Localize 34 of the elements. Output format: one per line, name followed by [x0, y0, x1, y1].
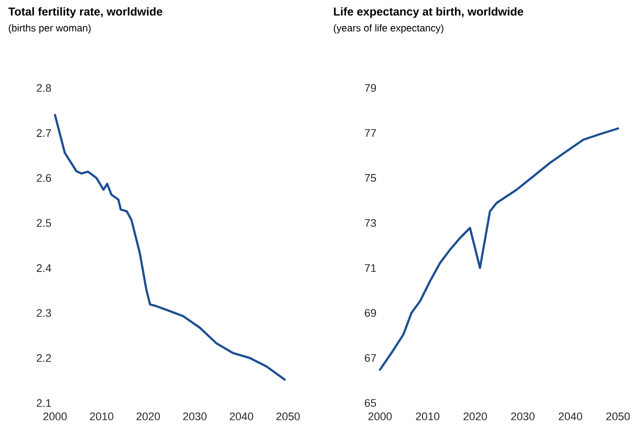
y-tick-label: 73	[364, 219, 376, 227]
y-tick-label: 2.5	[36, 219, 52, 227]
chart-subtitle: (years of life expectancy)	[334, 24, 444, 34]
y-tick-label: 77	[364, 129, 376, 137]
line-series	[54, 114, 286, 381]
chart-title: Life expectancy at birth, worldwide	[334, 7, 524, 18]
x-tick-label: 2050	[276, 412, 300, 420]
chart-subtitle: (births per woman)	[8, 24, 91, 34]
y-tick-label: 2.4	[36, 264, 52, 272]
x-tick-label: 2000	[368, 412, 392, 420]
y-tick-label: 2.8	[36, 84, 52, 92]
y-tick-label: 2.1	[36, 399, 51, 407]
y-tick-label: 79	[364, 84, 376, 92]
x-tick-label: 2050	[606, 412, 630, 420]
y-tick-label: 71	[364, 264, 376, 272]
y-tick-label: 67	[364, 354, 376, 362]
x-tick-label: 2010	[90, 412, 114, 420]
line-series	[378, 127, 620, 371]
y-tick-label: 2.7	[36, 129, 51, 137]
y-tick-label: 2.3	[36, 309, 52, 317]
y-tick-label: 75	[364, 174, 376, 182]
x-tick-label: 2020	[136, 412, 160, 420]
x-tick-label: 2040	[558, 412, 582, 420]
y-tick-label: 65	[364, 399, 376, 407]
y-tick-label: 2.2	[36, 354, 51, 362]
chart-title: Total fertility rate, worldwide	[8, 7, 162, 18]
x-tick-label: 2020	[464, 412, 487, 420]
x-tick-label: 2030	[183, 412, 207, 420]
y-tick-label: 69	[364, 309, 376, 317]
x-tick-label: 2000	[43, 412, 67, 420]
x-tick-label: 2010	[416, 412, 440, 420]
x-tick-label: 2040	[230, 412, 254, 420]
y-tick-label: 2.6	[36, 174, 52, 182]
x-tick-label: 2030	[511, 412, 535, 420]
